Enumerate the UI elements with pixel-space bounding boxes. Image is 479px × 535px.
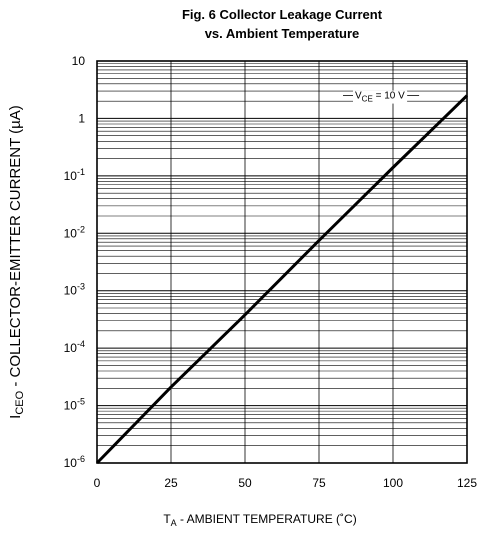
- chart-title: Fig. 6 Collector Leakage Current: [182, 7, 383, 22]
- plot-frame: [96, 60, 468, 464]
- annotation-background: [353, 90, 408, 104]
- x-tick-label: 50: [238, 476, 252, 490]
- y-tick-label: 10-3: [64, 282, 85, 298]
- y-tick-label: 10-1: [64, 167, 85, 183]
- x-tick-label: 25: [164, 476, 178, 490]
- y-tick-label: 10-5: [64, 397, 85, 413]
- y-tick-label: 10-4: [64, 339, 85, 355]
- y-tick-label: 10: [72, 54, 86, 68]
- x-tick-labels: 0 25 50 75 100 125: [94, 476, 478, 490]
- y-tick-label: 10-6: [64, 454, 85, 470]
- x-tick-label: 100: [383, 476, 403, 490]
- x-tick-label: 0: [94, 476, 101, 490]
- x-axis-label: TA - AMBIENT TEMPERATURE (˚C): [163, 512, 356, 528]
- vce-annotation: VCE = 10 V: [343, 90, 420, 104]
- y-tick-label: 10-2: [64, 224, 85, 240]
- series-line: [95, 94, 469, 465]
- x-tick-label: 125: [457, 476, 477, 490]
- plot-grid: [96, 61, 468, 463]
- y-tick-label: 1: [78, 111, 85, 125]
- chart-subtitle: vs. Ambient Temperature: [205, 26, 360, 41]
- y-axis-label: ICEO - COLLECTOR-EMITTER CURRENT (µA): [7, 105, 26, 419]
- annotation-label: VCE = 10 V: [355, 91, 405, 104]
- x-tick-label: 75: [312, 476, 326, 490]
- y-tick-labels: 10 1 10-1 10-2 10-3 10-4 10-5 10-6: [64, 54, 86, 470]
